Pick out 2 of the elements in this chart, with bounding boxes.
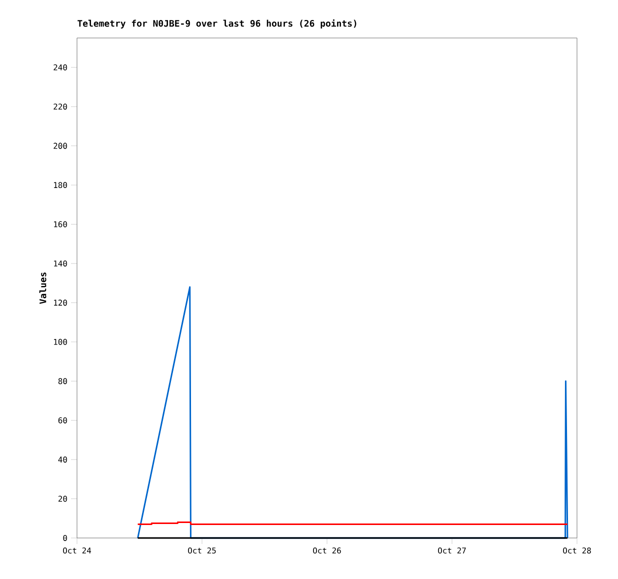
y-axis-title: Values — [39, 272, 46, 304]
chart-title: Telemetry for N0JBE-9 over last 96 hours (26 points) — [78, 19, 356, 28]
